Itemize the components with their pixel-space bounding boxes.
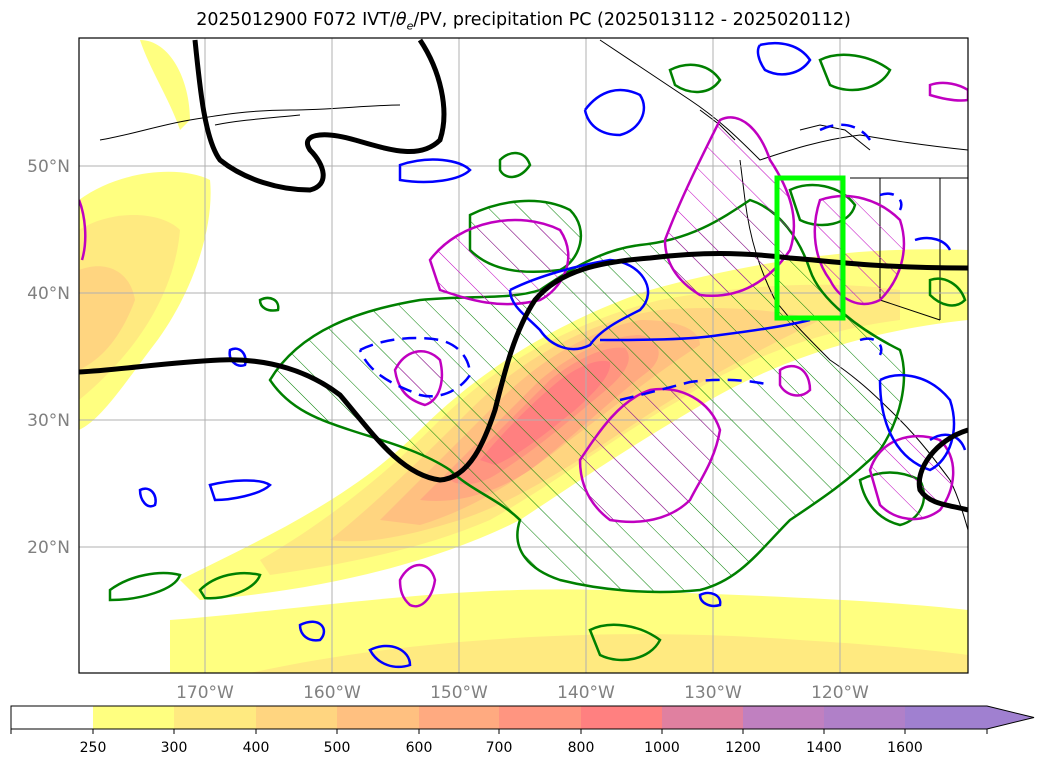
colorbar: 250 300 400 500 600 700 800 1000 1200 14… (10, 705, 1035, 756)
pv-contours (79, 38, 968, 513)
colorbar-bin (743, 706, 824, 729)
lon-tick-label: 150°W (430, 683, 488, 703)
colorbar-outline (10, 705, 1035, 730)
lat-tick-labels: 20°N 30°N 40°N 50°N (27, 157, 70, 558)
lon-tick-label: 140°W (557, 683, 615, 703)
region-box (774, 175, 846, 321)
colorbar-bin (256, 706, 337, 729)
colorbar-label: 600 (406, 740, 433, 756)
lon-tick-label: 170°W (176, 683, 234, 703)
lon-tick-labels: 170°W 160°W 150°W 140°W 130°W 120°W (176, 683, 869, 703)
colorbar-label: 700 (486, 740, 513, 756)
colorbar-bin (581, 706, 662, 729)
colorbar-bin (174, 706, 256, 729)
lat-tick-label: 30°N (27, 411, 70, 431)
colorbar-bin (662, 706, 743, 729)
colorbar-label: 500 (324, 740, 351, 756)
lon-tick-label: 120°W (811, 683, 869, 703)
colorbar-label: 1400 (806, 740, 842, 756)
theta-e-contours (138, 41, 967, 669)
colorbar-label: 1000 (644, 740, 680, 756)
colorbar-bin (419, 706, 499, 729)
colorbar-bin (337, 706, 419, 729)
lat-tick-label: 20°N (27, 538, 70, 558)
lon-tick-label: 130°W (684, 683, 742, 703)
colorbar-bin (824, 706, 905, 729)
colorbar-label: 400 (243, 740, 270, 756)
colorbar-label: 1200 (725, 740, 761, 756)
map-title: 2025012900 F072 IVT/θe/PV, precipitation… (196, 10, 851, 33)
precip-contours-magenta (79, 81, 968, 608)
map-panel (79, 38, 968, 673)
colorbar-label: 1600 (887, 740, 923, 756)
colorbar-extend-arrow (905, 706, 1034, 729)
lat-tick-label: 40°N (27, 284, 70, 304)
map-frame (78, 37, 969, 674)
colorbar-label: 800 (568, 740, 595, 756)
colorbar-label: 250 (80, 740, 107, 756)
colorbar-bin (93, 706, 174, 729)
lon-tick-label: 160°W (303, 683, 361, 703)
colorbar-label: 300 (161, 740, 188, 756)
colorbar-bin (11, 706, 93, 729)
lat-tick-label: 50°N (27, 157, 70, 177)
colorbar-bin (499, 706, 581, 729)
